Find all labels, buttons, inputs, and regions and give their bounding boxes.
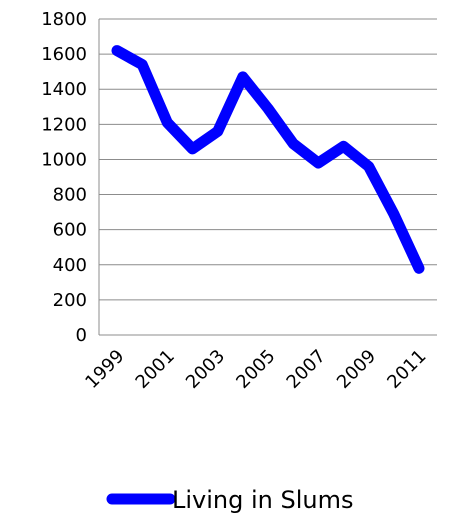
- y-tick-label: 400: [53, 255, 87, 276]
- x-tick-label: 2001: [132, 346, 179, 393]
- y-tick-label: 200: [53, 290, 87, 311]
- x-tick-label: 2007: [283, 346, 330, 393]
- series-group: [111, 45, 425, 274]
- y-tick-label: 1000: [41, 149, 87, 170]
- x-axis-tick-labels: 1999 2001 2003 2005 2007 2009 2011: [81, 346, 430, 393]
- x-tick-label: 2003: [182, 346, 229, 393]
- y-tick-label: 1400: [41, 79, 87, 100]
- x-tick-label: 2005: [232, 346, 279, 393]
- x-tick-label: 1999: [81, 346, 128, 393]
- y-tick-label: 1800: [41, 9, 87, 30]
- x-tick-label: 2011: [383, 346, 430, 393]
- y-tick-label: 1200: [41, 114, 87, 135]
- y-tick-label: 800: [53, 185, 87, 206]
- y-tick-label: 1600: [41, 44, 87, 65]
- y-axis-tick-labels: 0 200 400 600 800 1000 1200 1400 1600 1800: [41, 9, 87, 346]
- x-tick-label: 2009: [333, 346, 380, 393]
- y-tick-label: 0: [76, 325, 87, 346]
- series-line: [111, 45, 425, 274]
- y-tick-label: 600: [53, 220, 87, 241]
- axes: [98, 19, 437, 336]
- gridlines: [99, 18, 437, 301]
- legend-label: Living in Slums: [172, 486, 354, 514]
- legend: Living in Slums: [106, 486, 354, 514]
